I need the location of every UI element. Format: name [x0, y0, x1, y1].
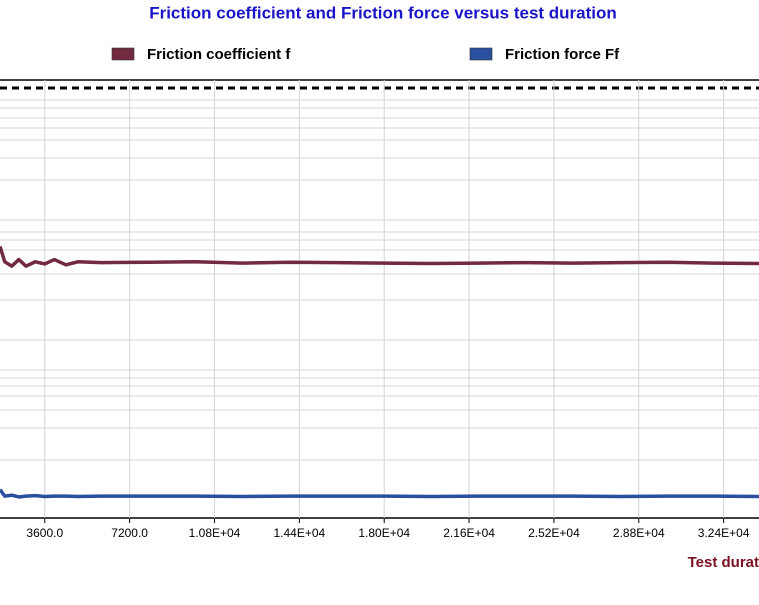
x-tick-label: 2.52E+04: [528, 526, 580, 540]
series-line: [0, 245, 759, 268]
series-line: [0, 488, 759, 499]
legend-label: Friction force Ff: [505, 46, 620, 63]
horizontal-grid: [0, 99, 759, 461]
legend-label: Friction coefficient f: [147, 46, 291, 63]
x-tick-label: 2.16E+04: [443, 526, 495, 540]
legend-swatch: [111, 47, 135, 61]
x-tick-label: 1.80E+04: [358, 526, 410, 540]
x-tick-label: 2.88E+04: [613, 526, 665, 540]
x-tick-label: 1.44E+04: [273, 526, 325, 540]
x-tick-label: 1.08E+04: [189, 526, 241, 540]
legend-swatch: [469, 47, 493, 61]
x-tick-label: 3600.0: [26, 526, 63, 540]
x-tick-label: 7200.0: [111, 526, 148, 540]
chart-title: Friction coefficient and Friction force …: [149, 3, 617, 22]
x-axis-label: Test durat: [688, 554, 759, 571]
x-tick-label: 3.24E+04: [698, 526, 750, 540]
